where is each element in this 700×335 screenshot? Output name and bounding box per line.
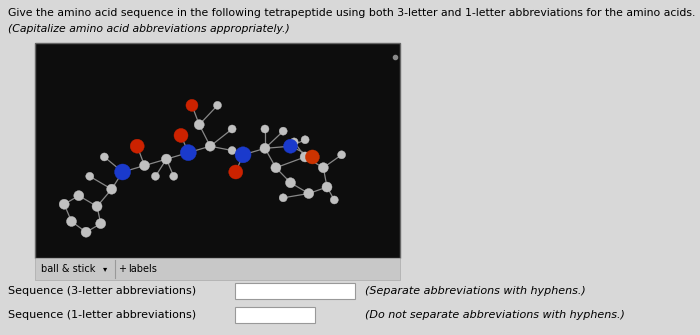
Circle shape	[130, 139, 144, 153]
Circle shape	[81, 227, 91, 237]
Circle shape	[228, 125, 236, 133]
Circle shape	[205, 141, 215, 151]
Circle shape	[186, 99, 198, 111]
Circle shape	[169, 172, 178, 180]
Bar	[35, 258, 400, 280]
Bar	[35, 43, 400, 258]
Bar	[235, 283, 355, 299]
Circle shape	[151, 172, 160, 180]
Text: +: +	[118, 264, 126, 274]
Circle shape	[290, 138, 298, 146]
Text: Sequence (1-letter abbreviations): Sequence (1-letter abbreviations)	[8, 310, 196, 320]
Circle shape	[74, 191, 84, 201]
Circle shape	[286, 178, 295, 188]
Circle shape	[174, 128, 188, 142]
Circle shape	[305, 150, 319, 164]
Circle shape	[92, 201, 102, 211]
Circle shape	[214, 102, 221, 109]
Circle shape	[115, 164, 131, 180]
Bar	[235, 307, 315, 323]
Text: ball & stick: ball & stick	[41, 264, 95, 274]
Circle shape	[304, 189, 314, 199]
Circle shape	[229, 165, 243, 179]
Circle shape	[301, 136, 309, 144]
Text: Give the amino acid sequence in the following tetrapeptide using both 3-letter a: Give the amino acid sequence in the foll…	[8, 8, 695, 18]
Text: ▾: ▾	[103, 265, 107, 273]
Circle shape	[66, 216, 76, 226]
Circle shape	[318, 163, 328, 173]
Circle shape	[330, 196, 338, 204]
Circle shape	[235, 147, 251, 163]
Circle shape	[284, 139, 298, 153]
Circle shape	[195, 120, 204, 130]
Circle shape	[260, 143, 270, 153]
Circle shape	[85, 172, 94, 180]
Text: Sequence (3-letter abbreviations): Sequence (3-letter abbreviations)	[8, 286, 196, 296]
Text: (Capitalize amino acid abbreviations appropriately.): (Capitalize amino acid abbreviations app…	[8, 24, 290, 34]
Circle shape	[337, 151, 346, 159]
Circle shape	[106, 184, 117, 194]
Circle shape	[100, 153, 108, 161]
Text: (Do not separate abbreviations with hyphens.): (Do not separate abbreviations with hyph…	[365, 310, 625, 320]
Circle shape	[279, 194, 287, 202]
Circle shape	[96, 219, 106, 228]
Circle shape	[181, 145, 196, 161]
Circle shape	[261, 125, 269, 133]
Circle shape	[300, 152, 310, 162]
Circle shape	[162, 154, 172, 164]
Circle shape	[60, 199, 69, 209]
Circle shape	[322, 182, 332, 192]
Text: labels: labels	[128, 264, 157, 274]
Circle shape	[228, 146, 236, 154]
Circle shape	[139, 160, 150, 171]
Circle shape	[279, 127, 287, 135]
Text: (Separate abbreviations with hyphens.): (Separate abbreviations with hyphens.)	[365, 286, 586, 296]
Circle shape	[271, 163, 281, 173]
